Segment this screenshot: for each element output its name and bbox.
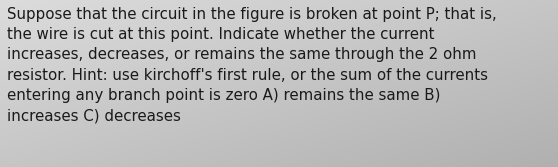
Text: Suppose that the circuit in the figure is broken at point P; that is,
the wire i: Suppose that the circuit in the figure i…	[7, 7, 497, 124]
